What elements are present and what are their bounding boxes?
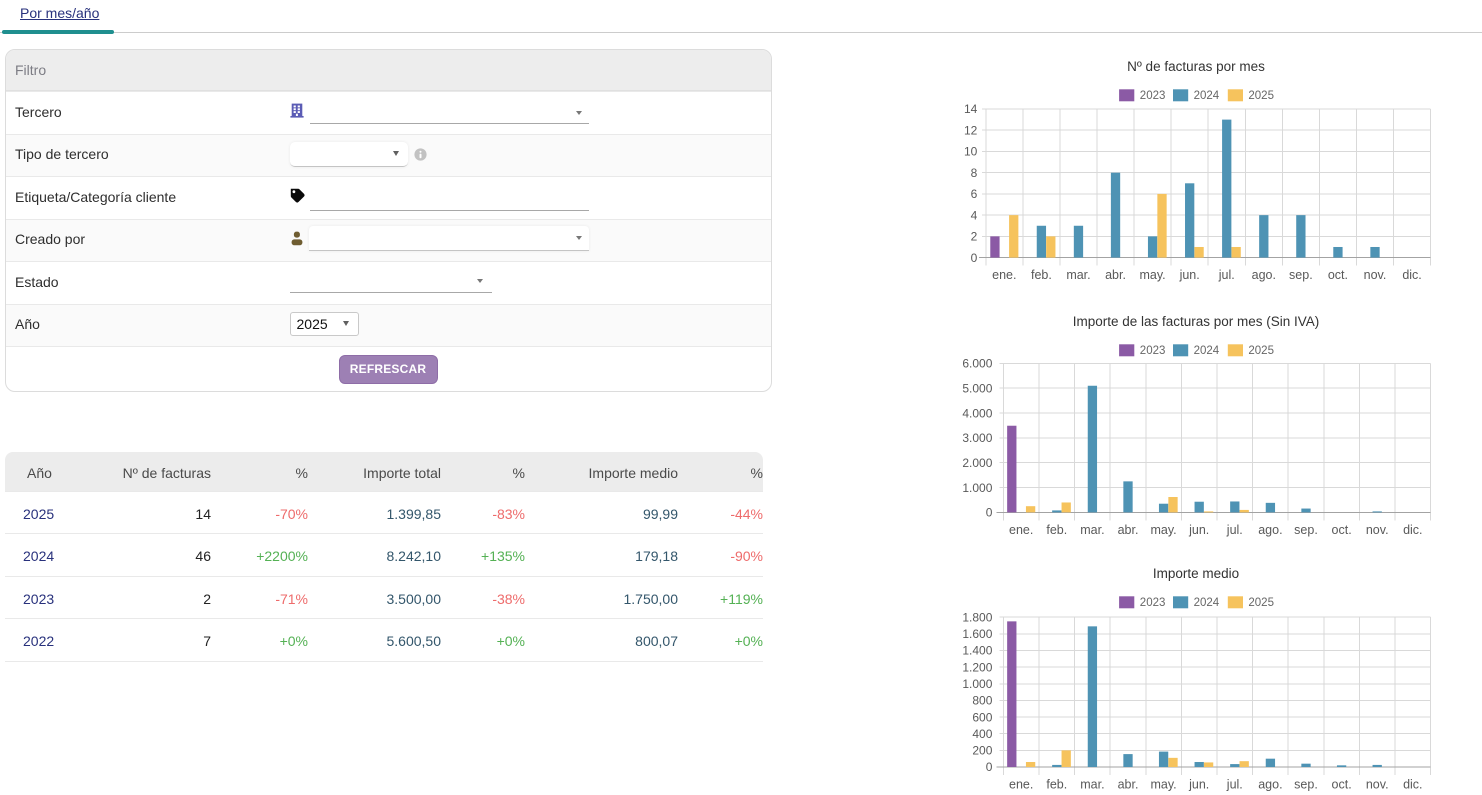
svg-text:2024: 2024 (1194, 597, 1220, 609)
svg-text:3.000: 3.000 (962, 431, 992, 445)
svg-text:dic.: dic. (1402, 268, 1421, 282)
svg-text:0: 0 (986, 760, 993, 774)
svg-text:jun.: jun. (1188, 778, 1209, 792)
svg-text:2025: 2025 (1248, 90, 1274, 102)
svg-text:12: 12 (964, 123, 978, 137)
svg-text:1.000: 1.000 (962, 677, 992, 691)
svg-text:2024: 2024 (1194, 345, 1220, 357)
svg-text:jun.: jun. (1188, 523, 1209, 537)
svg-text:oct.: oct. (1328, 268, 1348, 282)
svg-text:jun.: jun. (1179, 268, 1200, 282)
svg-text:dic.: dic. (1403, 778, 1422, 792)
svg-text:dic.: dic. (1403, 523, 1422, 537)
svg-text:0: 0 (986, 506, 993, 520)
svg-text:ene.: ene. (1009, 523, 1033, 537)
svg-text:2: 2 (971, 230, 978, 244)
svg-text:jul.: jul. (1218, 268, 1235, 282)
svg-text:feb.: feb. (1046, 778, 1067, 792)
svg-text:10: 10 (964, 145, 978, 159)
svg-text:1.600: 1.600 (962, 627, 992, 641)
svg-text:nov.: nov. (1366, 523, 1389, 537)
svg-text:may.: may. (1151, 778, 1177, 792)
svg-text:400: 400 (972, 727, 992, 741)
svg-text:600: 600 (972, 710, 992, 724)
svg-text:200: 200 (972, 744, 992, 758)
svg-text:Importe de las facturas por me: Importe de las facturas por mes (Sin IVA… (1073, 314, 1320, 329)
svg-text:1.000: 1.000 (962, 481, 992, 495)
svg-text:800: 800 (972, 694, 992, 708)
svg-text:ago.: ago. (1258, 778, 1282, 792)
svg-text:1.200: 1.200 (962, 660, 992, 674)
svg-text:mar.: mar. (1066, 268, 1090, 282)
svg-text:feb.: feb. (1046, 523, 1067, 537)
svg-text:sep.: sep. (1294, 523, 1318, 537)
svg-text:feb.: feb. (1031, 268, 1052, 282)
svg-text:6: 6 (971, 187, 978, 201)
svg-text:nov.: nov. (1364, 268, 1387, 282)
svg-text:4.000: 4.000 (962, 406, 992, 420)
svg-text:abr.: abr. (1118, 778, 1139, 792)
svg-text:0: 0 (971, 251, 978, 265)
svg-text:2023: 2023 (1140, 597, 1166, 609)
svg-text:Nº de facturas por mes: Nº de facturas por mes (1127, 59, 1265, 74)
svg-text:nov.: nov. (1366, 778, 1389, 792)
svg-text:2023: 2023 (1140, 345, 1166, 357)
svg-text:ago.: ago. (1258, 523, 1282, 537)
svg-text:mar.: mar. (1080, 523, 1104, 537)
svg-text:Importe medio: Importe medio (1153, 566, 1239, 581)
svg-text:5.000: 5.000 (962, 381, 992, 395)
svg-text:sep.: sep. (1289, 268, 1313, 282)
svg-text:14: 14 (964, 102, 978, 116)
svg-text:1.800: 1.800 (962, 610, 992, 624)
svg-text:sep.: sep. (1294, 778, 1318, 792)
svg-text:may.: may. (1140, 268, 1166, 282)
svg-text:2023: 2023 (1140, 90, 1166, 102)
svg-text:2025: 2025 (1248, 597, 1274, 609)
svg-text:8: 8 (971, 166, 978, 180)
svg-text:abr.: abr. (1105, 268, 1126, 282)
svg-text:abr.: abr. (1118, 523, 1139, 537)
svg-text:2025: 2025 (1248, 345, 1274, 357)
svg-text:ago.: ago. (1252, 268, 1276, 282)
svg-text:oct.: oct. (1332, 778, 1352, 792)
svg-text:2.000: 2.000 (962, 456, 992, 470)
svg-text:6.000: 6.000 (962, 357, 992, 371)
svg-text:1.400: 1.400 (962, 644, 992, 658)
svg-text:may.: may. (1151, 523, 1177, 537)
svg-text:4: 4 (971, 208, 978, 222)
svg-text:jul.: jul. (1226, 778, 1243, 792)
svg-text:2024: 2024 (1194, 90, 1220, 102)
svg-text:jul.: jul. (1226, 523, 1243, 537)
svg-text:ene.: ene. (1009, 778, 1033, 792)
svg-text:oct.: oct. (1332, 523, 1352, 537)
svg-text:mar.: mar. (1080, 778, 1104, 792)
svg-text:ene.: ene. (992, 268, 1016, 282)
